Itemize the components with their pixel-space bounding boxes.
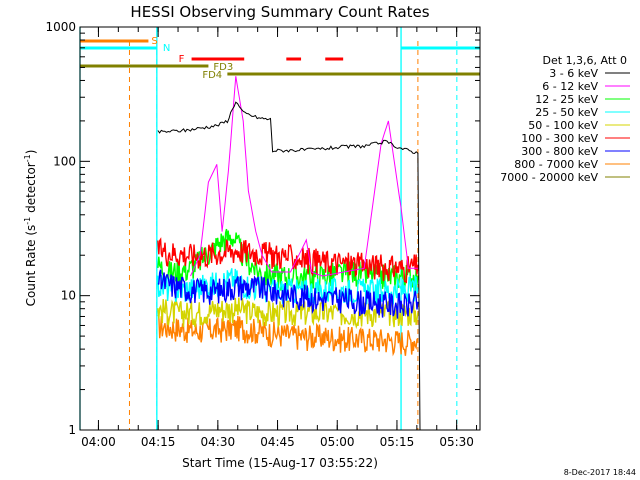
series-line	[157, 314, 419, 357]
y-axis-label-main: Count Rate (s	[24, 225, 38, 307]
series-group	[157, 76, 421, 431]
y-axis-label-mid: detector	[24, 162, 38, 217]
fd4-flag-label: FD4	[202, 70, 222, 81]
legend-entry-label: 3 - 6 keV	[549, 67, 598, 80]
x-axis: 04:00 04:15 04:30 04:45 05:00 05:15 05:30	[81, 27, 478, 449]
y-tick-label: 1	[68, 423, 76, 437]
chart-title: HESSI Observing Summary Count Rates	[130, 3, 429, 21]
x-tick-label: 05:00	[320, 435, 355, 449]
series-line	[157, 297, 419, 330]
x-tick-label: 05:15	[380, 435, 415, 449]
f-flag-label: F	[179, 54, 185, 65]
series-line	[157, 269, 419, 319]
legend-entry-label: 7000 - 20000 keV	[500, 171, 598, 184]
x-tick-label: 04:30	[201, 435, 236, 449]
n-flag-label: N	[163, 43, 170, 54]
legend-title: Det 1,3,6, Att 0	[543, 54, 627, 67]
series-line	[157, 101, 421, 431]
legend-entry-label: 50 - 100 keV	[528, 119, 598, 132]
fd3-flag-label: FD3	[213, 62, 233, 73]
y-axis-label: Count Rate (s-1 detector-1)	[23, 150, 38, 307]
legend-entry-label: 12 - 25 keV	[535, 93, 598, 106]
y-tick-label: 1000	[45, 20, 76, 34]
series-line	[190, 76, 418, 277]
s-flag-label: S	[151, 36, 157, 47]
y-tick-label: 100	[53, 154, 76, 168]
series-line	[157, 237, 419, 284]
y-axis-label-sup1: -1	[23, 217, 32, 225]
x-tick-label: 04:00	[81, 435, 116, 449]
y-tick-label: 10	[61, 289, 76, 303]
legend-entry-label: 100 - 300 keV	[521, 132, 598, 145]
y-axis-label-end: )	[24, 150, 38, 155]
x-tick-label: 04:45	[260, 435, 295, 449]
plot-frame	[79, 26, 481, 431]
legend-entry-label: 25 - 50 keV	[535, 106, 598, 119]
x-tick-label: 04:15	[141, 435, 176, 449]
timestamp-stamp: 8-Dec-2017 18:44	[564, 468, 636, 477]
y-axis-label-sup2: -1	[23, 154, 32, 162]
x-tick-label: 05:30	[439, 435, 474, 449]
y-axis: 1 10 100 1000	[45, 20, 480, 437]
legend-entry-label: 300 - 800 keV	[521, 145, 598, 158]
legend-entry-label: 800 - 7000 keV	[514, 158, 598, 171]
legend-entry-label: 6 - 12 keV	[542, 80, 598, 93]
x-axis-label: Start Time (15-Aug-17 03:55:22)	[182, 456, 378, 470]
